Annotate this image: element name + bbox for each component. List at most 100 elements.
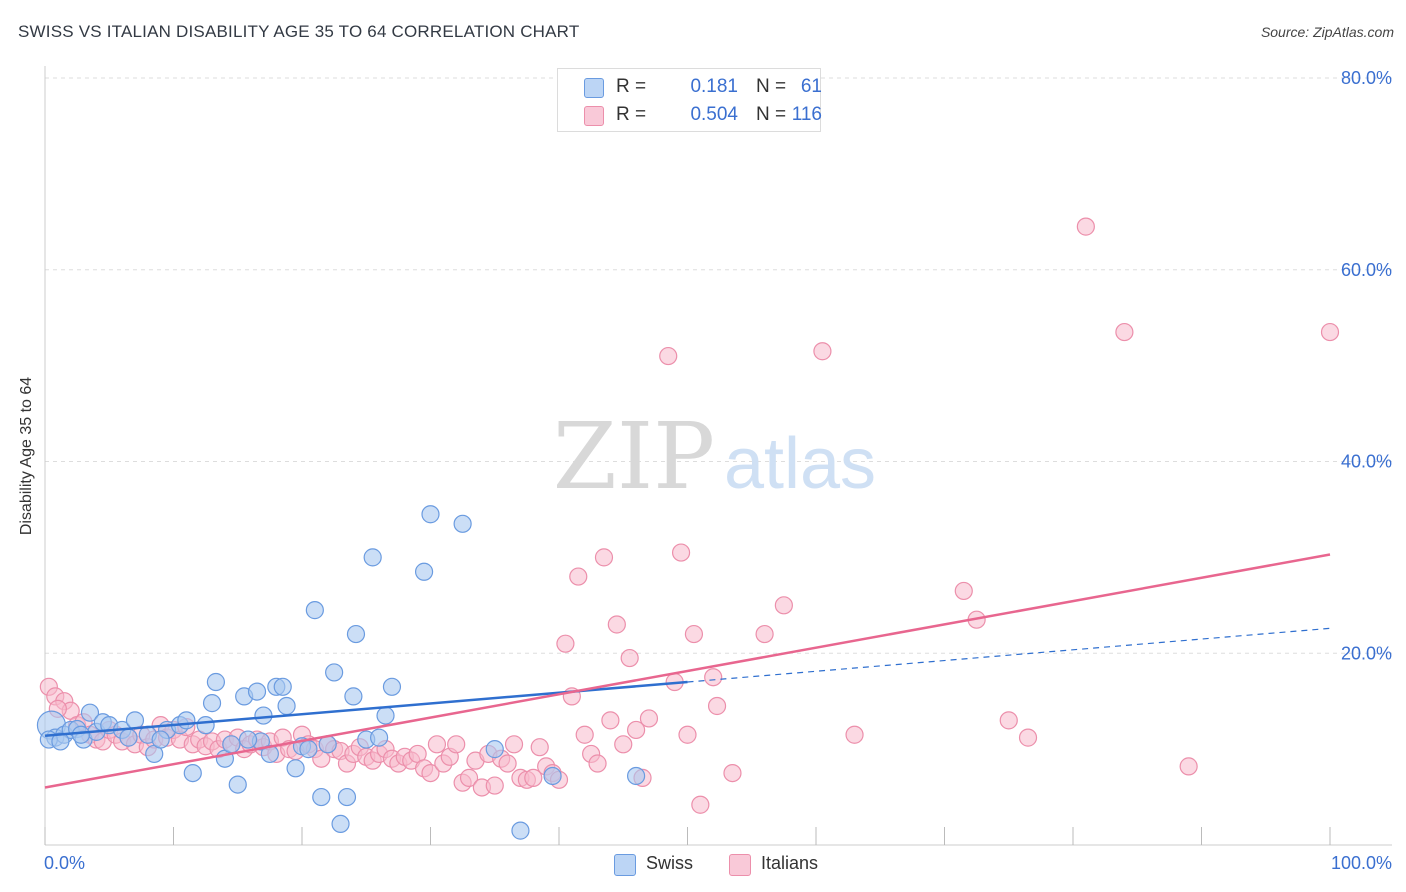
legend-r-value: 0.181 <box>690 76 738 97</box>
italians-point <box>774 596 793 615</box>
swiss-point <box>206 672 226 692</box>
swiss-point <box>277 696 296 716</box>
italians-point <box>845 725 864 744</box>
swiss-point <box>344 687 363 706</box>
italians-point <box>813 342 832 361</box>
legend-r-label: R = <box>616 76 647 97</box>
watermark-zip: ZIP <box>553 403 715 510</box>
swiss-point <box>376 706 395 725</box>
italians-point <box>601 711 620 730</box>
legend-r-label: R = <box>616 104 647 125</box>
italians-point <box>498 754 517 773</box>
italians-point <box>684 624 704 644</box>
y-tick-label: 20.0% <box>1341 643 1392 663</box>
bottom-legend-label: Italians <box>761 853 819 873</box>
italians-point <box>427 735 447 754</box>
italians-point <box>614 735 633 754</box>
swiss-point <box>299 740 318 759</box>
italians-point <box>954 581 973 601</box>
swiss-point <box>370 728 389 747</box>
trend-lines <box>44 553 1331 789</box>
bottom-legend-label: Swiss <box>646 853 694 873</box>
swiss-point <box>273 677 292 696</box>
swiss-point <box>325 663 344 682</box>
swiss-point <box>346 624 366 644</box>
swiss-point <box>331 814 350 834</box>
swiss-point <box>337 787 357 807</box>
swiss-point <box>543 766 562 786</box>
swiss-point <box>421 505 440 524</box>
italians-point <box>755 624 774 644</box>
legend: R = 0.181 N = 61 R = 0.504 N = 116 <box>557 68 822 132</box>
italians-point <box>639 709 659 728</box>
swiss-point <box>254 706 273 725</box>
swiss-point <box>305 601 324 620</box>
swiss-point <box>228 775 247 794</box>
swiss-point <box>414 562 434 581</box>
swiss-swatch <box>614 854 636 876</box>
swiss-point <box>260 744 279 764</box>
swiss-point <box>119 728 138 747</box>
watermark: ZIP atlas <box>553 403 876 510</box>
italians-point <box>1179 757 1198 776</box>
italians-point <box>594 548 614 567</box>
italians-swatch <box>584 106 604 126</box>
legend-r-value: 0.504 <box>690 104 738 125</box>
italians-point <box>607 615 626 634</box>
swiss-point <box>382 677 402 696</box>
swiss-point <box>485 740 504 759</box>
swiss-point <box>222 735 241 754</box>
legend-n-label: N = <box>756 76 787 97</box>
italians-point <box>556 634 575 653</box>
italians-point <box>723 763 742 783</box>
watermark-atlas: atlas <box>724 424 876 504</box>
italians-point <box>485 776 504 795</box>
italians-point <box>588 754 607 773</box>
swiss-point <box>286 759 305 778</box>
italians-point <box>1320 322 1340 342</box>
italians-point <box>691 795 710 814</box>
italians-point <box>447 735 466 754</box>
chart-title: SWISS VS ITALIAN DISABILITY AGE 35 TO 64… <box>18 22 580 41</box>
italians-point <box>659 346 678 366</box>
italians-point <box>421 763 440 783</box>
swiss-point <box>511 821 530 840</box>
italians-point <box>530 738 549 757</box>
italians-point <box>575 725 594 744</box>
italians-series <box>39 217 1340 814</box>
swiss-point <box>453 514 472 533</box>
swiss-point <box>238 730 258 749</box>
italians-point <box>1115 322 1134 342</box>
italians-point <box>569 567 588 586</box>
italians-point <box>626 720 646 740</box>
swiss-swatch <box>584 78 604 98</box>
italians-point <box>678 725 697 744</box>
swiss-point <box>183 763 202 783</box>
swiss-trend-extension <box>687 627 1331 683</box>
x-tick-label: 100.0% <box>1331 853 1392 873</box>
x-tick-label: 0.0% <box>44 853 85 873</box>
swiss-point <box>247 682 267 701</box>
swiss-point <box>626 766 646 786</box>
italians-point <box>707 696 727 716</box>
italians-point <box>671 543 691 562</box>
swiss-point <box>51 732 70 751</box>
italians-point <box>524 768 543 787</box>
swiss-point <box>363 548 382 567</box>
source-note: Source: ZipAtlas.com <box>1260 24 1394 40</box>
y-tick-label: 60.0% <box>1341 260 1392 280</box>
swiss-point <box>202 694 222 713</box>
swiss-trend-line <box>44 680 688 737</box>
italians-swatch <box>729 854 751 876</box>
legend-n-value: 61 <box>800 76 822 97</box>
italians-point <box>704 668 723 687</box>
y-tick-label: 40.0% <box>1341 452 1392 472</box>
italians-point <box>459 768 479 787</box>
italians-point <box>1018 728 1038 747</box>
grid-lines <box>45 77 1392 654</box>
y-tick-label: 80.0% <box>1341 68 1392 88</box>
swiss-point <box>80 703 100 722</box>
italians-trend-line <box>44 553 1331 789</box>
legend-n-value: 116 <box>791 104 822 125</box>
